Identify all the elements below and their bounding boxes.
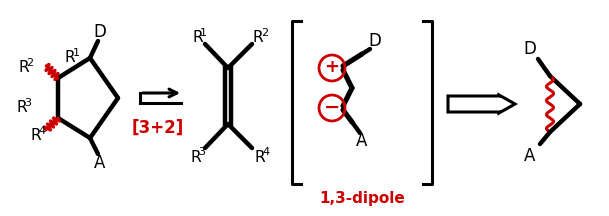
Text: 4: 4 bbox=[38, 126, 45, 136]
Text: 3: 3 bbox=[198, 147, 205, 157]
Text: R: R bbox=[30, 129, 41, 143]
Text: 2: 2 bbox=[261, 28, 268, 38]
Text: R: R bbox=[254, 149, 265, 165]
Text: 1: 1 bbox=[200, 28, 207, 38]
Text: R: R bbox=[192, 30, 203, 46]
Text: D: D bbox=[524, 40, 537, 58]
Text: 4: 4 bbox=[262, 147, 269, 157]
Text: D: D bbox=[368, 32, 381, 50]
Text: R: R bbox=[253, 30, 264, 46]
Text: A: A bbox=[356, 132, 368, 150]
Text: R: R bbox=[18, 60, 29, 76]
Text: R: R bbox=[16, 100, 27, 116]
Text: −: − bbox=[324, 97, 340, 116]
Text: 3: 3 bbox=[24, 98, 31, 108]
Text: [3+2]: [3+2] bbox=[132, 119, 184, 137]
Text: A: A bbox=[524, 147, 536, 165]
Text: 2: 2 bbox=[26, 58, 33, 68]
Text: D: D bbox=[94, 23, 107, 41]
Text: +: + bbox=[325, 58, 339, 76]
Text: A: A bbox=[94, 154, 106, 172]
Text: R: R bbox=[65, 51, 76, 65]
Polygon shape bbox=[448, 95, 515, 113]
Text: 1: 1 bbox=[73, 48, 80, 58]
Text: R: R bbox=[190, 149, 200, 165]
Text: 1,3-dipole: 1,3-dipole bbox=[319, 191, 405, 205]
